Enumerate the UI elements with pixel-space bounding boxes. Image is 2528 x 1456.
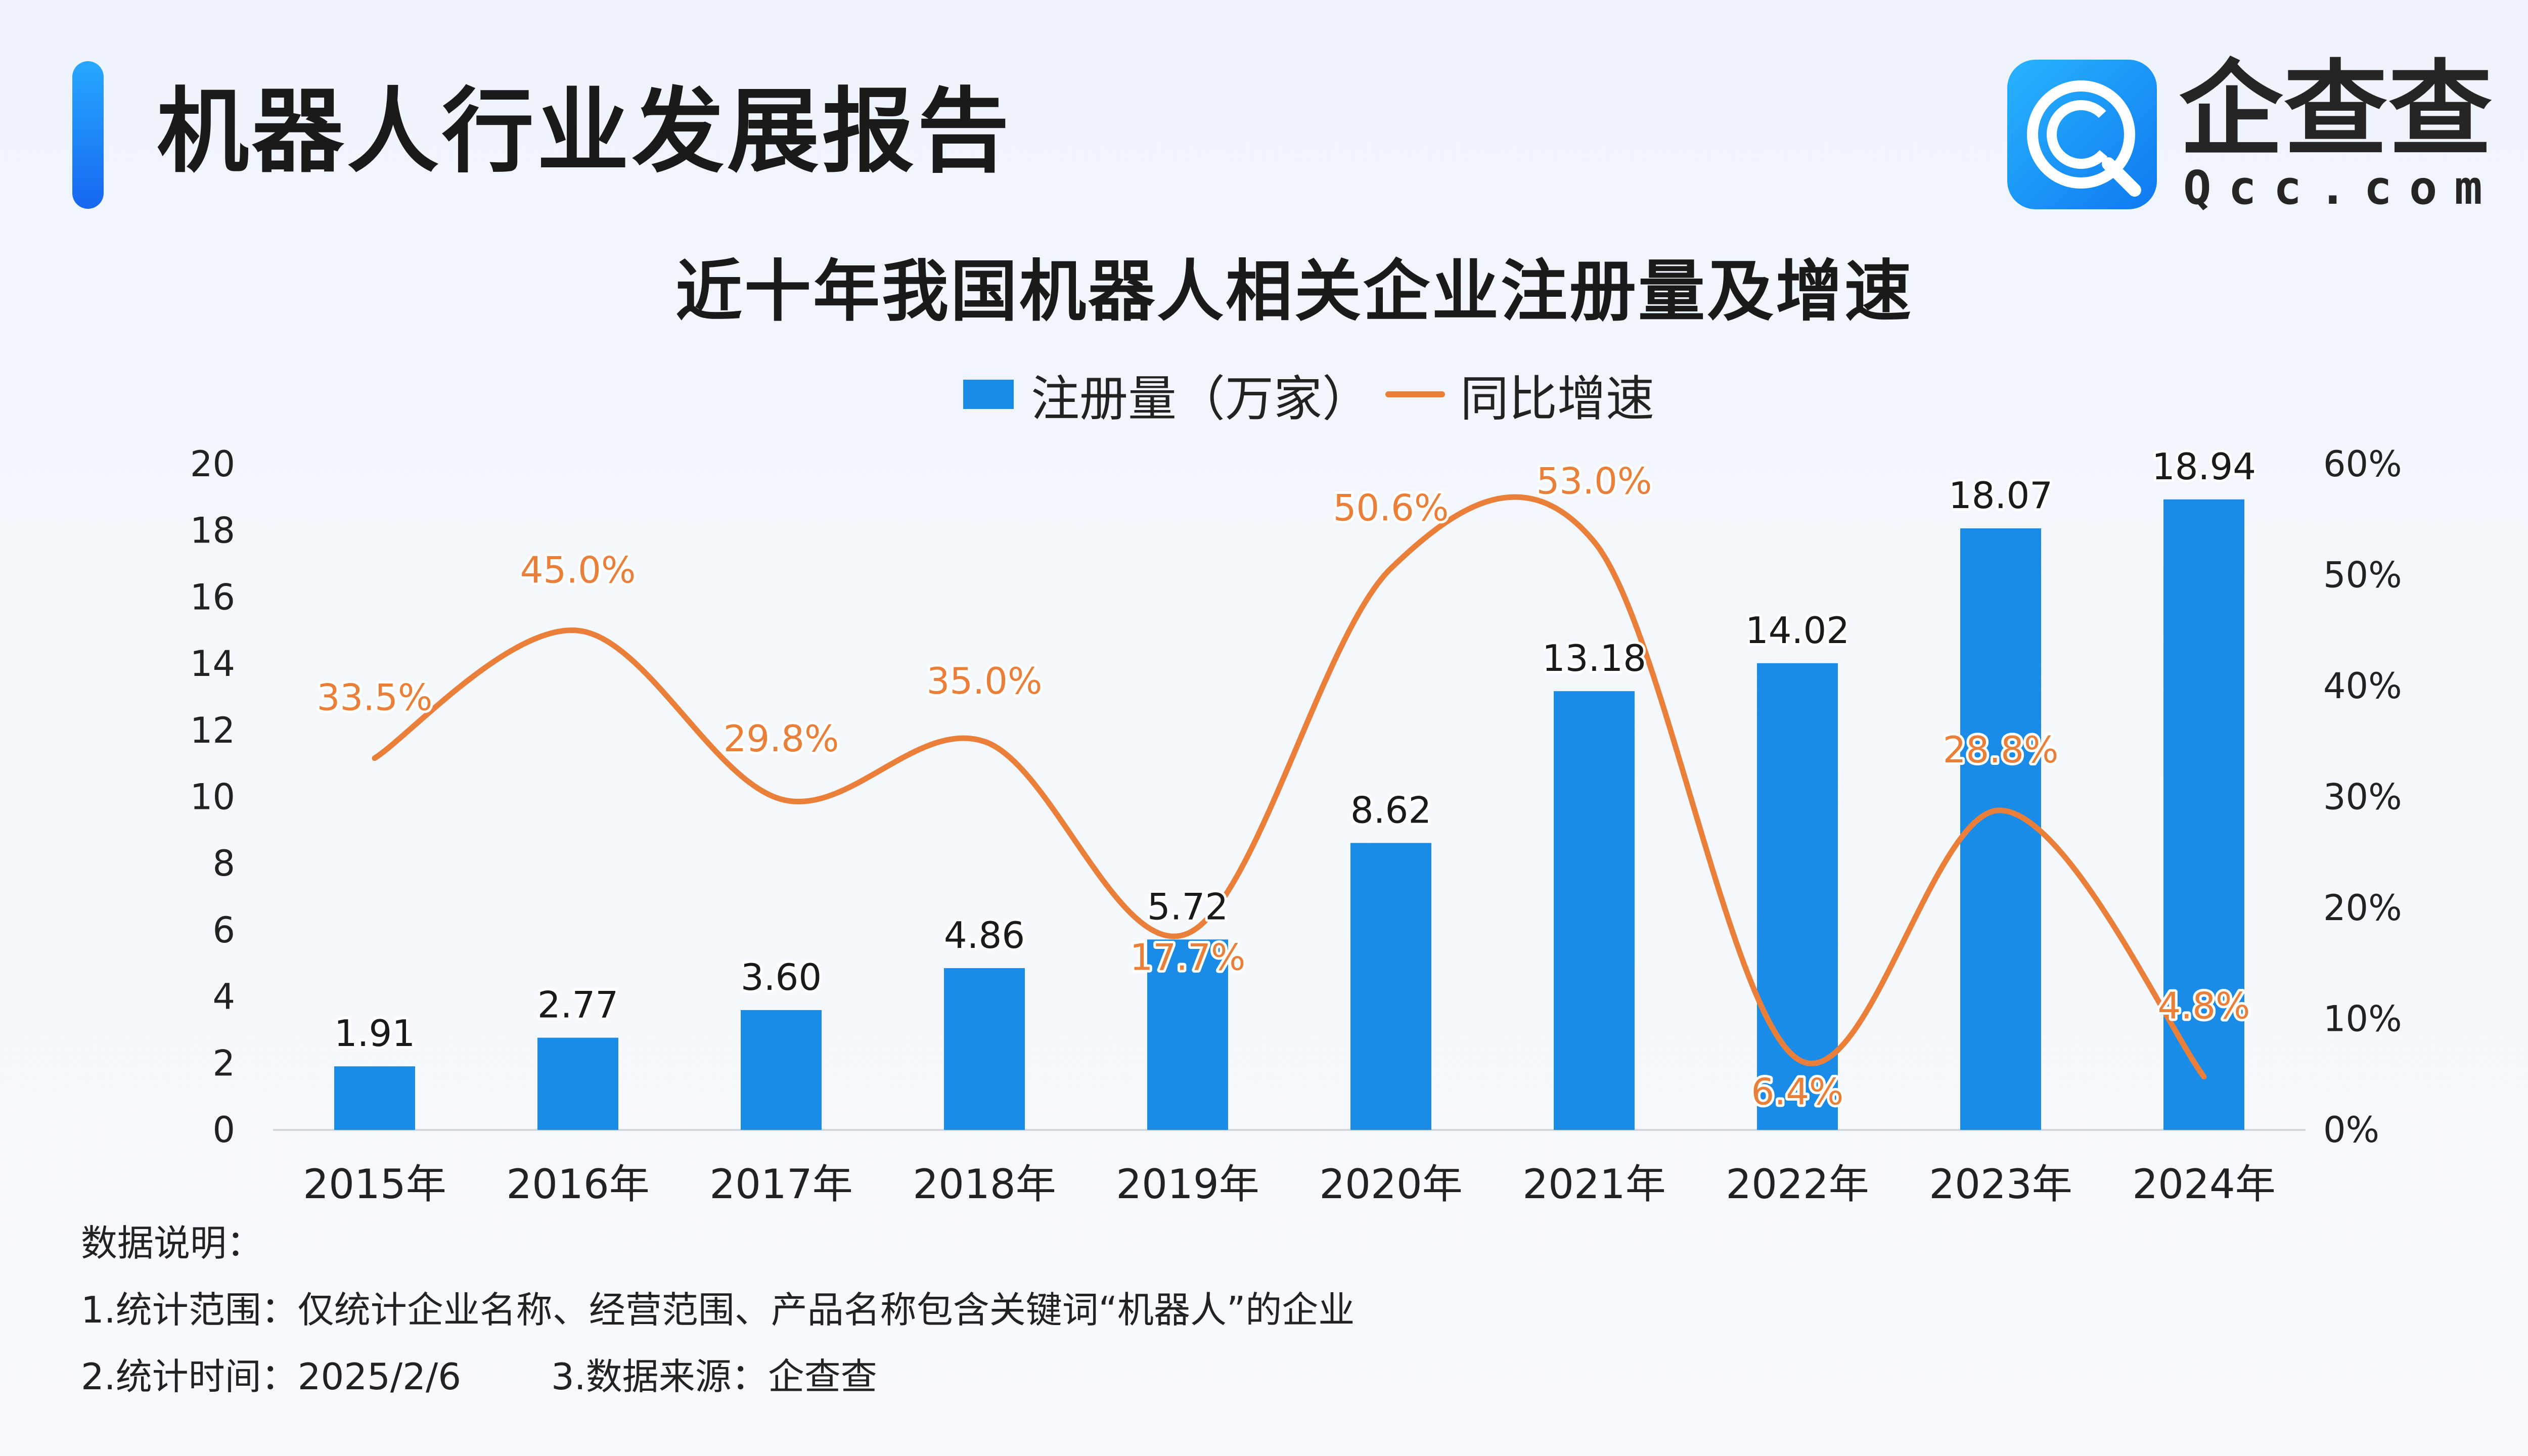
- bar-registrations: [1757, 663, 1838, 1130]
- growth-value-label: 17.7%: [1130, 936, 1246, 978]
- y-left-tick-label: 14: [190, 643, 235, 685]
- growth-value-label: 29.8%: [724, 717, 839, 760]
- qcc-logo-icon: [2007, 60, 2157, 209]
- y-right-tick-label: 20%: [2323, 887, 2402, 929]
- x-tick-label: 2022年: [1726, 1161, 1869, 1208]
- bar-value-label: 14.02: [1745, 609, 1849, 652]
- page-title: 机器人行业发展报告: [157, 78, 1012, 185]
- growth-value-label: 28.8%: [1943, 729, 2059, 771]
- bar-registrations: [334, 1066, 415, 1130]
- legend-item-growth: 同比增速: [1385, 361, 1654, 427]
- y-right-tick-label: 10%: [2323, 998, 2402, 1040]
- x-tick-label: 2024年: [2132, 1161, 2276, 1208]
- legend-item-registrations: 注册量（万家）: [963, 361, 1371, 427]
- y-left-tick-label: 4: [212, 976, 235, 1018]
- bar-value-label: 13.18: [1542, 637, 1646, 679]
- y-left-tick-label: 16: [190, 576, 235, 618]
- bar-registrations: [1350, 843, 1431, 1130]
- x-tick-label: 2019年: [1116, 1161, 1259, 1208]
- y-left-tick-label: 10: [190, 777, 235, 818]
- legend-label-growth: 同比增速: [1460, 370, 1654, 427]
- notes-time: 2.统计时间：2025/2/6: [81, 1355, 462, 1398]
- y-left-tick-label: 0: [212, 1109, 235, 1151]
- bar-registrations: [2163, 499, 2244, 1130]
- growth-value-label: 53.0%: [1537, 460, 1652, 503]
- bar-registrations: [1554, 691, 1635, 1130]
- bar-registrations: [1147, 939, 1228, 1130]
- bar-value-label: 5.72: [1147, 885, 1228, 928]
- y-right-tick-label: 40%: [2323, 665, 2402, 707]
- notes-heading: 数据说明：: [81, 1222, 263, 1264]
- growth-value-label: 45.0%: [520, 549, 636, 591]
- bar-value-label: 4.86: [944, 914, 1025, 957]
- y-left-tick-label: 2: [212, 1042, 235, 1084]
- y-right-tick-label: 50%: [2323, 555, 2402, 596]
- x-tick-label: 2023年: [1929, 1161, 2072, 1208]
- legend-line-swatch: [1385, 391, 1445, 397]
- x-tick-label: 2021年: [1522, 1161, 1666, 1208]
- qcc-logo: 企查查 Qcc.com: [2007, 50, 2513, 215]
- y-left-tick-label: 8: [212, 843, 235, 884]
- x-tick-label: 2018年: [913, 1161, 1056, 1208]
- y-right-tick-label: 30%: [2323, 777, 2402, 818]
- notes-source: 3.数据来源：企查查: [551, 1355, 877, 1398]
- growth-value-label: 33.5%: [317, 676, 433, 719]
- logo-wordmark: 企查查: [2179, 50, 2493, 170]
- chart-legend: 注册量（万家） 同比增速: [0, 361, 2528, 427]
- y-left-tick-label: 6: [212, 909, 235, 951]
- bar-registrations: [944, 968, 1025, 1130]
- x-tick-label: 2017年: [709, 1161, 853, 1208]
- growth-value-label: 35.0%: [927, 660, 1043, 702]
- x-tick-label: 2015年: [303, 1161, 446, 1208]
- y-right-tick-label: 0%: [2323, 1109, 2379, 1151]
- y-left-tick-label: 20: [190, 443, 235, 485]
- bar-registrations: [741, 1010, 822, 1130]
- growth-value-label: 4.8%: [2158, 985, 2250, 1027]
- bar-value-label: 3.60: [741, 956, 822, 998]
- x-tick-label: 2016年: [506, 1161, 650, 1208]
- bar-value-label: 18.07: [1949, 474, 2053, 517]
- notes-scope: 1.统计范围：仅统计企业名称、经营范围、产品名称包含关键词“机器人”的企业: [81, 1289, 1355, 1331]
- y-right-tick-label: 60%: [2323, 443, 2402, 485]
- x-tick-label: 2020年: [1319, 1161, 1463, 1208]
- bar-value-label: 8.62: [1350, 789, 1431, 831]
- header-accent-bar: [72, 61, 104, 209]
- chart-title: 近十年我国机器人相关企业注册量及增速: [675, 253, 1913, 331]
- bar-value-label: 1.91: [334, 1012, 415, 1055]
- bar-value-label: 18.94: [2152, 445, 2256, 488]
- growth-value-label: 6.4%: [1751, 1071, 1844, 1113]
- legend-bar-swatch: [963, 380, 1014, 409]
- legend-label-registrations: 注册量（万家）: [1031, 370, 1371, 427]
- y-left-tick-label: 12: [190, 710, 235, 751]
- bar-registrations: [537, 1037, 618, 1130]
- bar-value-label: 2.77: [537, 984, 618, 1026]
- y-left-tick-label: 18: [190, 510, 235, 552]
- growth-line: [372, 494, 2207, 1080]
- growth-value-label: 50.6%: [1333, 486, 1449, 529]
- logo-domain: Qcc.com: [2183, 161, 2500, 215]
- bar-registrations: [1960, 528, 2041, 1130]
